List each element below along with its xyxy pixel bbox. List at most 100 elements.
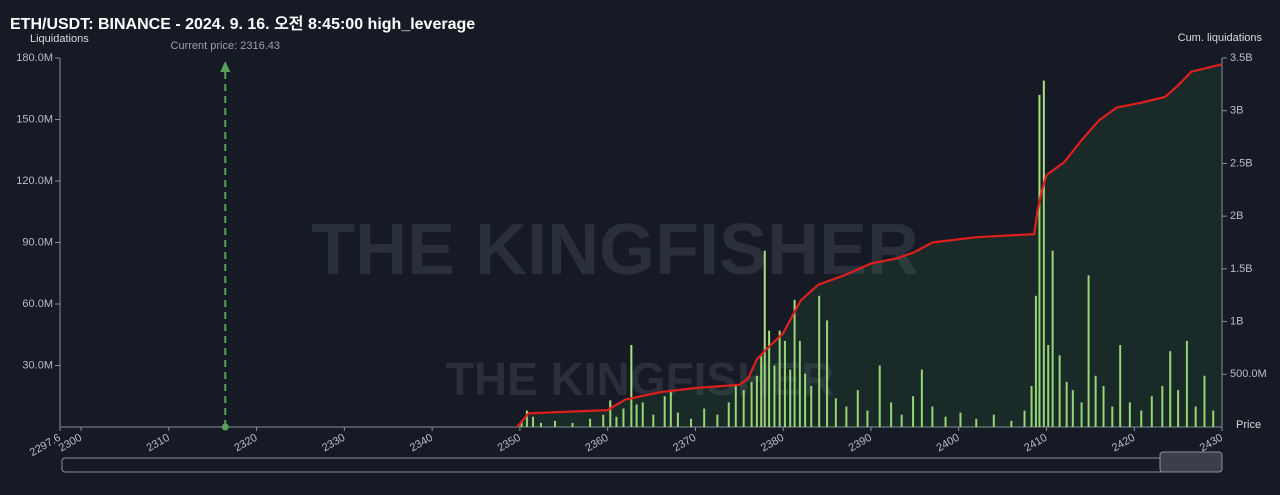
y-tick-label: 180.0M — [16, 52, 53, 64]
y2-tick-label: 3B — [1230, 105, 1243, 117]
bar — [783, 340, 786, 427]
bar — [890, 402, 893, 427]
scroll-handle[interactable] — [1159, 451, 1223, 473]
bar — [1071, 390, 1074, 427]
bar — [553, 420, 556, 427]
bar — [1194, 406, 1197, 427]
y2-tick-label: 2.5B — [1230, 157, 1253, 169]
y2-axis-label: Cum. liquidations — [1178, 32, 1263, 44]
bar — [1010, 420, 1013, 427]
bar — [1047, 345, 1050, 427]
x-axis-label: Price — [1236, 419, 1261, 431]
bar — [804, 373, 807, 427]
bar — [1169, 351, 1172, 427]
y2-tick-label: 1B — [1230, 315, 1243, 327]
cumulative-line — [516, 63, 1223, 428]
bar — [622, 408, 625, 427]
bar — [641, 402, 644, 427]
bar — [975, 418, 978, 427]
bar — [1203, 375, 1206, 427]
bar — [959, 412, 962, 427]
current-price-arrow — [220, 61, 231, 72]
bar — [1034, 295, 1037, 427]
bar — [763, 250, 766, 427]
bar — [900, 414, 903, 427]
bar — [1128, 402, 1131, 427]
bar — [602, 414, 605, 427]
bar — [1185, 340, 1188, 427]
bar — [912, 396, 915, 427]
bar — [1058, 355, 1061, 427]
bar — [755, 375, 758, 427]
y2-tick-label: 3.5B — [1230, 52, 1253, 64]
bar — [1161, 386, 1164, 427]
y-tick-label: 30.0M — [22, 359, 53, 371]
bar — [663, 396, 666, 427]
bar — [1030, 386, 1033, 427]
bar — [944, 416, 947, 427]
bar — [1177, 390, 1180, 427]
bar — [866, 410, 869, 427]
bar — [1051, 250, 1054, 427]
y2-tick-label: 1.5B — [1230, 263, 1253, 275]
bar — [525, 410, 528, 427]
cumulative-area — [517, 64, 1222, 428]
bar — [773, 365, 776, 427]
bar — [834, 398, 837, 427]
bar — [539, 422, 542, 427]
bar — [1038, 94, 1041, 428]
bar — [1042, 80, 1045, 428]
bar — [1150, 396, 1153, 427]
bar — [615, 416, 618, 427]
bar — [818, 295, 821, 427]
bar — [798, 340, 801, 427]
bar — [1023, 410, 1026, 427]
bar — [856, 390, 859, 427]
bar — [793, 299, 796, 427]
bar — [727, 402, 730, 427]
y-tick-label: 60.0M — [22, 298, 53, 310]
y-tick-label: 120.0M — [16, 175, 53, 187]
bar — [826, 320, 829, 427]
bar — [716, 414, 719, 427]
y2-tick-label: 500.0M — [1230, 368, 1267, 380]
bar — [571, 422, 574, 427]
bar — [1102, 386, 1105, 427]
bar — [669, 392, 672, 427]
bar — [1080, 402, 1083, 427]
bar — [992, 414, 995, 427]
bar — [734, 386, 737, 427]
current-price-dot — [221, 423, 229, 431]
bar — [630, 345, 633, 427]
bar — [635, 404, 638, 427]
bar — [742, 390, 745, 427]
bar — [1087, 275, 1090, 427]
bar — [760, 355, 763, 427]
bar — [1140, 410, 1143, 427]
y-tick-label: 90.0M — [22, 236, 53, 248]
bar — [750, 381, 753, 427]
bar — [931, 406, 934, 427]
bar — [878, 365, 881, 427]
bar — [589, 418, 592, 427]
bar — [1065, 381, 1068, 427]
bar — [1212, 410, 1215, 427]
chart-title: ETH/USDT: BINANCE - 2024. 9. 16. 오전 8:45… — [10, 15, 475, 33]
bar — [789, 369, 792, 427]
bar — [703, 408, 706, 427]
bar — [1094, 375, 1097, 427]
bar — [845, 406, 848, 427]
y-axis-label: Liquidations — [30, 33, 89, 45]
bar — [810, 386, 813, 427]
bar — [532, 416, 535, 427]
bar — [768, 330, 771, 427]
y-tick-label: 150.0M — [16, 113, 53, 125]
bar — [778, 330, 781, 427]
bar — [920, 369, 923, 427]
bar — [520, 420, 523, 427]
bar — [609, 400, 612, 427]
bar — [676, 412, 679, 427]
bar — [652, 414, 655, 427]
watermark: THE KINGFISHER — [311, 210, 919, 290]
